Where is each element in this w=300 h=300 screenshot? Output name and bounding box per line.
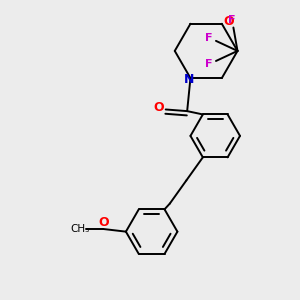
Text: F: F	[205, 59, 213, 69]
Text: N: N	[184, 73, 194, 86]
Text: F: F	[228, 15, 236, 25]
Text: O: O	[224, 15, 234, 28]
Text: O: O	[98, 216, 109, 229]
Text: CH₃: CH₃	[70, 224, 89, 234]
Text: F: F	[205, 33, 213, 43]
Text: O: O	[153, 101, 164, 114]
